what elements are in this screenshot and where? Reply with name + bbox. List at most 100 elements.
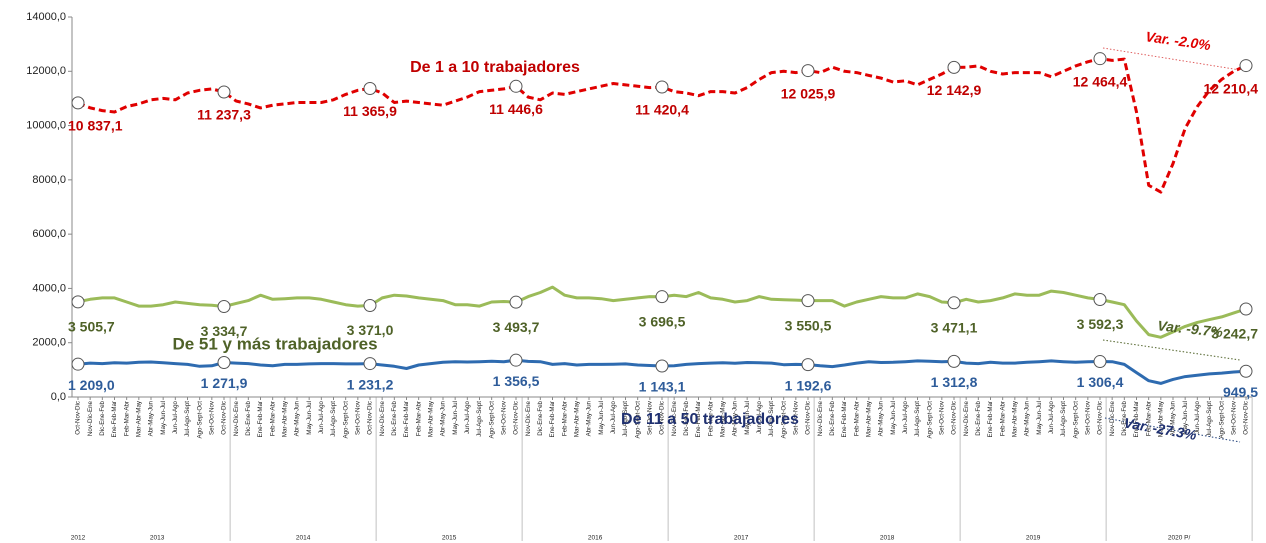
x-tick-label: May-Jun-Jul [452, 401, 459, 435]
x-tick-label: Abr-May-Jun [732, 400, 739, 436]
point-marker [217, 355, 231, 369]
x-tick-label: Jun-Jul-Ago [902, 400, 909, 434]
data-label: 1 143,1 [639, 379, 686, 395]
variance-guide [1102, 339, 1241, 361]
data-label: 11 365,9 [343, 103, 397, 119]
y-tick-label: 6000,0 [32, 228, 66, 240]
x-tick-label: Set-Oct-Nov [792, 400, 799, 435]
point-marker [801, 64, 815, 78]
data-label: 3 242,7 [1211, 326, 1258, 342]
x-tick-label: Nov-Dic-Ene [379, 400, 386, 436]
group-label: 2019 [1026, 535, 1041, 542]
data-label: 1 231,2 [347, 376, 394, 392]
x-tick-label: Feb-Mar-Abr [707, 401, 714, 436]
series-name: De 51 y más trabajadores [172, 334, 377, 353]
group-label: 2012 [71, 535, 86, 542]
point-marker [655, 359, 669, 373]
point-marker [71, 357, 85, 371]
x-tick-label: Feb-Mar-Abr [123, 401, 130, 436]
series-name: De 1 a 10 trabajadores [410, 59, 580, 76]
point-marker [1239, 302, 1253, 316]
x-tick-label: Feb-Mar-Abr [561, 401, 568, 436]
y-tick-label: 0,0 [51, 391, 66, 403]
x-tick-label: Oct-Nov-Dic [1097, 401, 1104, 435]
x-tick-label: Oct-Nov-Dic [951, 401, 958, 435]
point-marker [655, 290, 669, 304]
x-tick-label: Oct-Nov-Dic [1243, 401, 1250, 435]
point-marker [509, 79, 523, 93]
x-tick-label: May-Jun-Jul [160, 401, 167, 435]
data-label: 11 420,4 [635, 102, 689, 118]
x-tick-label: Oct-Nov-Dic [659, 401, 666, 435]
data-label: 12 210,4 [1204, 80, 1259, 96]
group-label: 2018 [880, 535, 895, 542]
point-marker [509, 295, 523, 309]
x-tick-label: Jul-Ago-Sept [914, 401, 921, 437]
data-label: 3 493,7 [493, 319, 540, 335]
data-label: 3 696,5 [639, 313, 686, 329]
x-tick-label: May-Jun-Jul [306, 401, 313, 435]
x-tick-label: Dic-Ene-Feb [975, 400, 982, 435]
variance-annotation: Var. -9.7% [1157, 317, 1224, 340]
point-marker [1239, 364, 1253, 378]
x-tick-label: Abr-May-Jun [440, 400, 447, 436]
x-tick-label: Jul-Ago-Sept [768, 401, 775, 437]
x-tick-label: Mar-Abr-May [135, 400, 142, 437]
data-label: 3 471,1 [931, 319, 978, 335]
point-marker [509, 353, 523, 367]
data-label: 1 192,6 [785, 377, 832, 393]
x-tick-label: Ago-Sept-Oct [780, 401, 787, 439]
x-tick-label: Dic-Ene-Feb [537, 400, 544, 435]
data-label: 3 371,0 [347, 322, 394, 338]
x-tick-label: Ago-Sept-Oct [196, 401, 203, 439]
x-tick-label: Nov-Dic-Ene [1109, 400, 1116, 436]
x-tick-label: Oct-Nov-Dic [513, 401, 520, 435]
x-tick-label: Mar-Abr-May [1011, 400, 1018, 437]
x-tick-label: Jun-Jul-Ago [1194, 400, 1201, 434]
variance-guide [1102, 47, 1241, 71]
series-name: De 11 a 50 trabajadores [621, 411, 799, 428]
point-marker [947, 296, 961, 310]
point-marker [363, 357, 377, 371]
x-tick-label: Set-Oct-Nov [938, 400, 945, 435]
data-label: 12 142,9 [927, 82, 982, 98]
x-tick-label: Feb-Mar-Abr [853, 401, 860, 436]
variance-annotation: Var. -2.0% [1145, 28, 1213, 53]
data-label: 10 837,1 [68, 118, 123, 134]
x-tick-label: Ago-Sept-Oct [1072, 401, 1079, 439]
x-tick-label: Jul-Ago-Sept [184, 401, 191, 437]
group-label: 2017 [734, 535, 749, 542]
x-tick-label: Nov-Dic-Ene [87, 400, 94, 436]
data-label: 11 237,3 [197, 107, 251, 123]
x-tick-label: Nov-Dic-Ene [233, 400, 240, 436]
x-tick-label: Ene-Feb-Mar [841, 401, 848, 437]
x-tick-label: Jul-Ago-Sept [1060, 401, 1067, 437]
x-tick-label: Ene-Feb-Mar [1133, 401, 1140, 437]
x-tick-label: Mar-Abr-May [1157, 400, 1164, 437]
point-marker [1093, 355, 1107, 369]
data-label: 3 550,5 [785, 317, 832, 333]
x-tick-label: May-Jun-Jul [598, 401, 605, 435]
x-tick-label: Set-Oct-Nov [1230, 400, 1237, 435]
x-tick-label: Ago-Sept-Oct [926, 401, 933, 439]
data-label: 12 464,4 [1073, 73, 1128, 89]
x-tick-label: Set-Oct-Nov [354, 400, 361, 435]
x-tick-label: Abr-May-Jun [1170, 400, 1177, 436]
x-tick-label: Jul-Ago-Sept [476, 401, 483, 437]
point-marker [655, 80, 669, 94]
data-label: 12 025,9 [781, 85, 836, 101]
x-tick-label: Jun-Jul-Ago [756, 400, 763, 434]
point-marker [947, 354, 961, 368]
y-tick-label: 12000,0 [26, 65, 66, 77]
x-tick-label: Abr-May-Jun [586, 400, 593, 436]
x-tick-label: Oct-Nov-Dic [75, 401, 82, 435]
x-tick-label: Ago-Sept-Oct [488, 401, 495, 439]
data-label: 3 592,3 [1077, 316, 1124, 332]
x-tick-label: May-Jun-Jul [890, 401, 897, 435]
group-label: 2015 [442, 535, 457, 542]
x-tick-label: Oct-Nov-Dic [367, 401, 374, 435]
point-marker [1093, 52, 1107, 66]
point-marker [1093, 292, 1107, 306]
group-label: 2013 [150, 535, 165, 542]
